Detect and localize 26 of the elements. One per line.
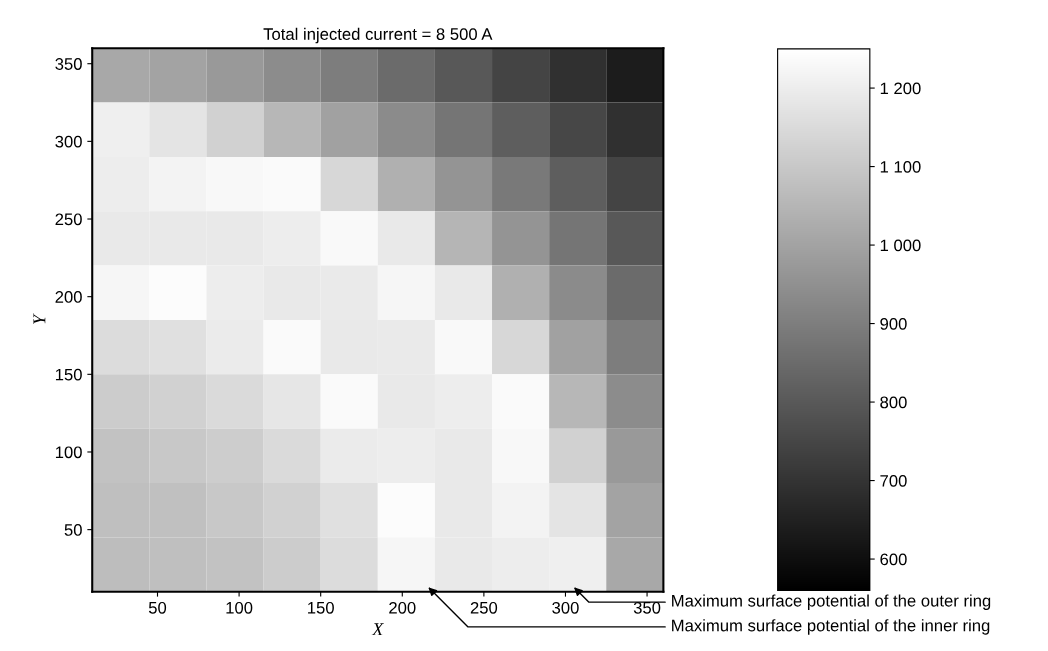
y-tick-label: 100 xyxy=(55,446,82,459)
color-bar-label: 700 xyxy=(880,474,907,487)
x-tick-label: 350 xyxy=(633,601,661,614)
text: Maximum surface potential of the outer ring xyxy=(672,594,991,610)
y-tick-label: 300 xyxy=(55,135,82,148)
text: Maximum surface potential of the inner ring xyxy=(672,619,990,635)
y-tick-label: 250 xyxy=(55,213,82,226)
x-tick-label: 300 xyxy=(552,601,579,614)
x-tick-label: 150 xyxy=(308,601,334,614)
color-bar-label: 600 xyxy=(880,553,907,566)
color-bar-label: 1 200 xyxy=(880,82,921,95)
color-bar-label: 1 000 xyxy=(880,239,921,252)
chart-title: Total injected current = 8 500 A xyxy=(263,27,493,44)
y-tick-label: 50 xyxy=(64,524,82,536)
x-axis-title: X xyxy=(371,623,384,636)
color-bar-label: 900 xyxy=(880,317,907,330)
color-bar-label: 1 100 xyxy=(880,160,921,173)
x-tick-label: 200 xyxy=(389,601,416,614)
y-tick-label: 150 xyxy=(55,368,82,381)
y-tick-label: 350 xyxy=(55,58,82,70)
x-tick-label: 100 xyxy=(226,601,253,614)
y-axis-title: Y xyxy=(33,313,46,324)
y-tick-label: 200 xyxy=(55,291,82,303)
x-tick-label: 250 xyxy=(470,601,498,614)
x-tick-label: 50 xyxy=(148,601,167,614)
color-bar-label: 800 xyxy=(880,396,907,409)
